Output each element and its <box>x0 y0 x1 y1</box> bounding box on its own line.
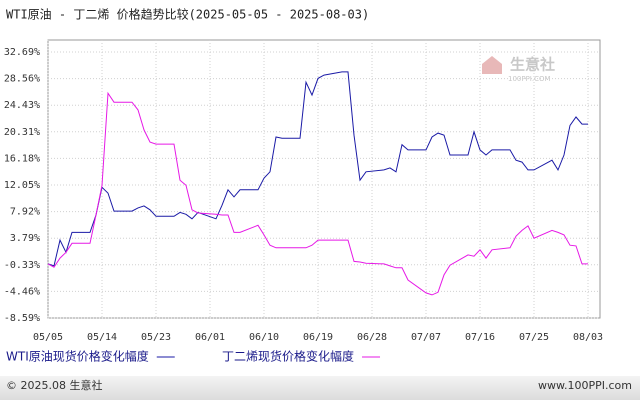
series-line <box>47 91 588 296</box>
x-tick-label: 07/25 <box>519 332 549 343</box>
y-tick-label: 24.43% <box>4 100 40 111</box>
chart-title: WTI原油 - 丁二烯 价格趋势比较(2025-05-05 - 2025-08-… <box>6 7 369 22</box>
y-tick-label: 12.05% <box>4 180 40 191</box>
x-tick-label: 05/05 <box>33 332 63 343</box>
watermark-text: 生意社 <box>510 56 555 74</box>
grid <box>47 40 600 319</box>
x-tick-label: 08/03 <box>573 332 603 343</box>
x-tick-label: 06/10 <box>249 332 279 343</box>
x-tick-label: 07/07 <box>411 332 441 343</box>
y-tick-label: 3.79% <box>10 233 40 244</box>
x-tick-label: 05/14 <box>87 332 117 343</box>
y-tick-label: -4.46% <box>4 286 40 297</box>
legend-label: WTI原油现货价格变化幅度 <box>6 349 149 364</box>
footer-right: www.100PPI.com <box>538 379 632 392</box>
y-tick-label: -0.33% <box>4 260 40 271</box>
watermark-icon <box>482 56 502 74</box>
x-tick-label: 05/23 <box>141 332 171 343</box>
y-tick-label: 32.69% <box>4 47 40 58</box>
x-tick-label: 07/16 <box>465 332 495 343</box>
y-tick-label: 28.56% <box>4 74 40 85</box>
series-line <box>47 71 588 267</box>
x-tick-label: 06/01 <box>195 332 225 343</box>
y-tick-label: 7.92% <box>10 207 40 218</box>
legend-label: 丁二烯现货价格变化幅度 <box>222 349 354 364</box>
footer-bar <box>0 376 640 400</box>
watermark: 生意社 100PPI.COM <box>482 56 555 83</box>
y-tick-label: -8.59% <box>4 313 40 324</box>
y-tick-label: 20.31% <box>4 127 40 138</box>
x-tick-label: 06/19 <box>303 332 333 343</box>
footer-left: © 2025.08 生意社 <box>6 378 102 392</box>
legend: WTI原油现货价格变化幅度 丁二烯现货价格变化幅度 <box>6 349 381 364</box>
lines <box>47 71 588 296</box>
x-tick-label: 06/28 <box>357 332 387 343</box>
plot-frame <box>47 39 601 319</box>
y-tick-label: 16.18% <box>4 153 40 164</box>
watermark-sub: 100PPI.COM <box>508 75 551 83</box>
